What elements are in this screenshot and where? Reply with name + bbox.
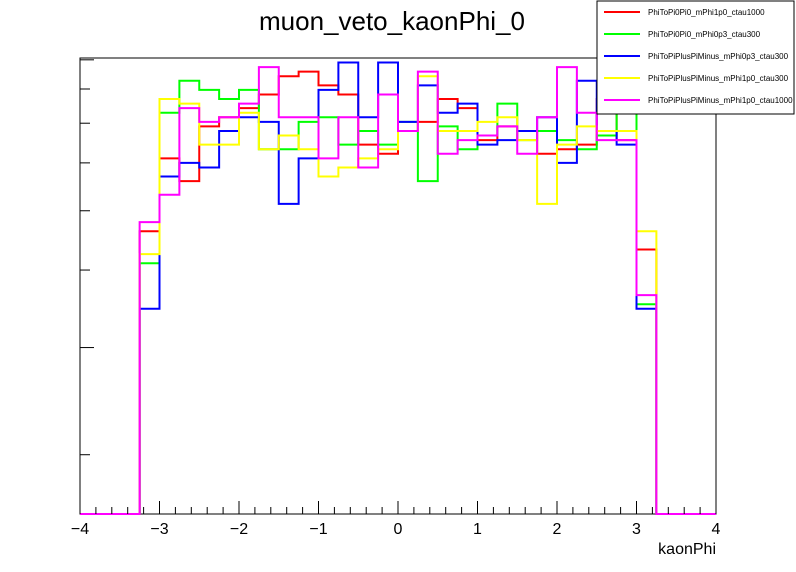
x-tick-label: 3 (632, 521, 641, 538)
x-tick-label: −2 (230, 521, 248, 538)
y-axis (80, 59, 94, 456)
x-axis: −4 −3 −2 −1 0 1 2 3 4 (71, 501, 721, 538)
x-tick-label: 0 (394, 521, 403, 538)
legend: PhiToPi0Pi0_mPhi1p0_ctau1000 PhiToPi0Pi0_… (596, 0, 795, 115)
series-line-5 (80, 66, 716, 515)
legend-label: PhiToPi0Pi0_mPhi0p3_ctau300 (648, 30, 761, 39)
legend-label: PhiToPiPlusPiMinus_mPhi0p3_ctau300 (648, 52, 789, 61)
x-axis-label: kaonPhi (658, 541, 716, 558)
x-tick-label: −1 (309, 521, 327, 538)
chart-title: muon_veto_kaonPhi_0 (259, 6, 525, 36)
legend-box (596, 0, 795, 115)
x-tick-label: 1 (473, 521, 482, 538)
x-tick-label: 2 (553, 521, 562, 538)
x-tick-label: −3 (150, 521, 168, 538)
x-tick-label: 4 (712, 521, 721, 538)
legend-label: PhiToPiPlusPiMinus_mPhi1p0_ctau1000 (648, 96, 793, 105)
legend-label: PhiToPiPlusPiMinus_mPhi1p0_ctau300 (648, 74, 789, 83)
x-tick-label: −4 (71, 521, 89, 538)
legend-label: PhiToPi0Pi0_mPhi1p0_ctau1000 (648, 8, 765, 17)
